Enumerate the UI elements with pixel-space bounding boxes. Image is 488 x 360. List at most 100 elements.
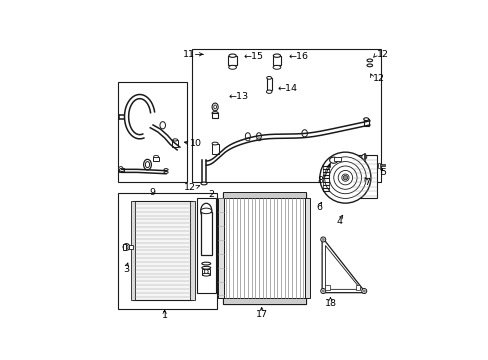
Ellipse shape — [202, 266, 210, 269]
Text: 8: 8 — [317, 176, 323, 185]
Text: 12: 12 — [183, 183, 195, 192]
Text: 5: 5 — [379, 168, 386, 177]
Circle shape — [363, 290, 365, 292]
Ellipse shape — [256, 133, 261, 139]
Bar — [223, 192, 305, 198]
Ellipse shape — [202, 273, 210, 276]
Ellipse shape — [213, 105, 216, 109]
Circle shape — [341, 174, 348, 181]
Ellipse shape — [266, 76, 271, 79]
Ellipse shape — [163, 168, 168, 171]
Bar — [377, 163, 380, 168]
Text: 12: 12 — [376, 50, 388, 59]
Text: 1: 1 — [162, 311, 167, 320]
Bar — [131, 201, 135, 300]
Text: ←16: ←16 — [288, 52, 308, 61]
Bar — [266, 78, 271, 90]
Circle shape — [322, 238, 324, 240]
Text: 17: 17 — [255, 310, 267, 319]
Ellipse shape — [329, 157, 337, 163]
Circle shape — [361, 288, 366, 293]
Text: 6: 6 — [316, 203, 322, 212]
Bar — [218, 198, 224, 298]
Bar — [228, 56, 236, 66]
Text: 2: 2 — [208, 190, 214, 199]
Ellipse shape — [256, 138, 261, 141]
Bar — [223, 193, 305, 304]
Ellipse shape — [163, 171, 168, 174]
Text: ←13: ←13 — [228, 92, 248, 101]
Bar — [352, 156, 376, 198]
Text: 4: 4 — [336, 217, 342, 226]
Bar — [376, 164, 384, 166]
Ellipse shape — [228, 66, 236, 69]
Circle shape — [124, 245, 128, 249]
Bar — [133, 201, 192, 300]
Ellipse shape — [245, 133, 250, 139]
Ellipse shape — [201, 182, 207, 185]
Circle shape — [324, 157, 366, 198]
Ellipse shape — [266, 90, 271, 93]
Bar — [172, 140, 178, 147]
Ellipse shape — [200, 203, 211, 219]
Ellipse shape — [145, 162, 149, 168]
Text: 10: 10 — [190, 139, 202, 148]
Ellipse shape — [143, 159, 151, 170]
Ellipse shape — [273, 54, 280, 57]
Bar — [272, 56, 281, 66]
Ellipse shape — [272, 66, 280, 69]
Ellipse shape — [361, 154, 366, 159]
Ellipse shape — [212, 112, 218, 114]
Bar — [200, 212, 211, 255]
Bar — [333, 157, 340, 161]
Bar — [128, 245, 133, 249]
Circle shape — [119, 167, 123, 171]
Ellipse shape — [363, 118, 368, 121]
Circle shape — [319, 152, 370, 203]
Bar — [305, 198, 310, 298]
Bar — [190, 201, 194, 300]
Text: 12: 12 — [372, 74, 385, 83]
Ellipse shape — [366, 64, 372, 67]
Bar — [192, 49, 380, 182]
Bar — [325, 285, 329, 290]
Bar — [355, 285, 360, 290]
Circle shape — [320, 237, 325, 242]
Ellipse shape — [153, 156, 158, 158]
Ellipse shape — [212, 142, 218, 145]
Ellipse shape — [366, 59, 372, 62]
Bar — [119, 168, 123, 172]
Bar — [123, 244, 126, 250]
Circle shape — [343, 175, 347, 180]
Text: 9: 9 — [149, 188, 155, 197]
Circle shape — [322, 290, 324, 292]
Ellipse shape — [228, 54, 236, 57]
Text: 3: 3 — [122, 265, 129, 274]
Bar — [211, 144, 218, 154]
Bar — [223, 298, 305, 304]
Ellipse shape — [202, 262, 210, 265]
Ellipse shape — [301, 130, 307, 137]
Text: 11: 11 — [182, 50, 194, 59]
Bar — [363, 153, 365, 161]
Bar — [363, 119, 368, 126]
Ellipse shape — [119, 168, 124, 172]
Bar — [153, 157, 159, 161]
Ellipse shape — [245, 138, 249, 141]
Text: ←15: ←15 — [243, 52, 263, 61]
Ellipse shape — [200, 208, 211, 214]
Ellipse shape — [172, 139, 177, 141]
Bar — [202, 269, 210, 275]
Ellipse shape — [160, 122, 165, 129]
Circle shape — [328, 162, 361, 194]
Text: 18: 18 — [324, 299, 336, 308]
Circle shape — [338, 170, 352, 185]
Circle shape — [333, 166, 356, 189]
Circle shape — [123, 244, 129, 250]
Bar — [117, 193, 217, 309]
Text: ←14: ←14 — [277, 84, 297, 93]
Circle shape — [320, 288, 325, 293]
Bar — [212, 113, 218, 118]
Bar — [196, 198, 216, 293]
Bar — [117, 82, 186, 182]
